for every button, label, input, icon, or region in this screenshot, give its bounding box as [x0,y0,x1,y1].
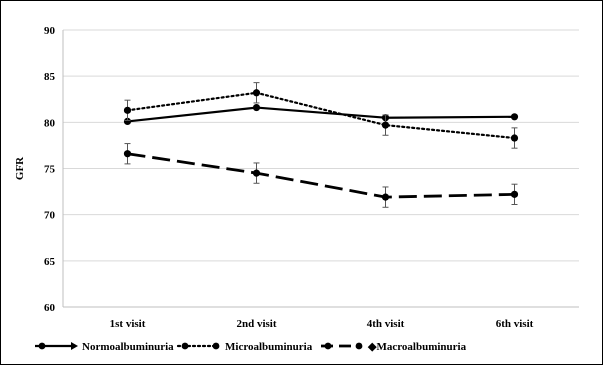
legend-item: Microalbuminuria [176,341,313,353]
legend: Normoalbuminuria Microalbuminuria ◆Macroal… [35,341,467,353]
series-line [126,91,516,140]
x-tick-label: 2nd visit [236,318,276,330]
y-tick-label: 65 [44,256,56,268]
legend-label: ◆Macroalbuminuria [367,341,467,353]
legend-item: ◆Macroalbuminuria [321,341,467,353]
y-tick-label: 90 [44,25,56,37]
data-point [123,106,132,114]
x-tick-label: 1st visit [110,318,146,330]
data-point [510,113,519,121]
series-microalbuminuria [123,82,519,149]
axes [62,30,579,308]
legend-label: Microalbuminuria [225,341,313,353]
series-group [123,82,519,208]
y-tick-label: 85 [44,71,56,83]
y-tick-labels: 60 65 70 75 80 85 90 [44,25,56,314]
data-point [252,169,261,177]
legend-marker [324,342,332,350]
series-macroalbuminuria [123,143,519,208]
data-point [381,193,390,201]
x-tick-label: 4th visit [367,318,405,330]
series-line [127,106,515,123]
y-tick-label: 80 [44,117,56,129]
legend-marker [212,342,220,350]
data-point [510,134,519,142]
y-tick-label: 70 [44,210,56,222]
x-tick-labels: 1st visit 2nd visit 4th visit 6th visit [110,318,534,330]
data-point [381,121,390,129]
legend-marker [181,342,189,350]
data-point [123,150,132,158]
x-tick-label: 6th visit [496,318,534,330]
legend-marker [355,342,363,350]
legend-item: Normoalbuminuria [35,341,174,353]
y-tick-label: 75 [44,164,56,176]
y-axis-label: GFR [14,156,26,180]
y-tick-label: 60 [44,302,56,314]
data-point [510,190,519,198]
legend-marker [38,342,46,350]
gridlines [63,29,579,262]
legend-arrow [71,342,78,350]
data-point [252,103,261,112]
data-point [123,117,132,126]
series-line [127,152,515,199]
legend-label: Normoalbuminuria [82,341,174,353]
data-point [252,89,261,97]
